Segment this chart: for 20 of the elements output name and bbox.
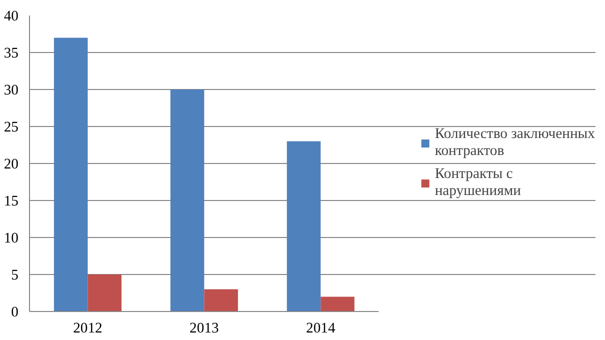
x-tick-label: 2012	[73, 320, 102, 336]
bar	[320, 296, 354, 312]
bar	[286, 141, 321, 312]
legend-label: Количество заключенных контрактов	[434, 126, 595, 160]
x-tick-label: 2013	[190, 320, 219, 336]
bar	[88, 274, 122, 312]
bar	[54, 38, 88, 312]
y-tick-label: 25	[4, 120, 18, 136]
y-tick-label: 0	[11, 304, 18, 320]
y-tick-label: 40	[4, 8, 18, 24]
y-tick-label: 10	[4, 230, 18, 246]
y-tick-label: 5	[11, 268, 18, 284]
y-tick-label: 35	[4, 46, 18, 62]
y-tick-label: 15	[4, 194, 18, 210]
y-tick-label: 20	[4, 156, 18, 172]
legend-label: Контракты с нарушениями	[434, 166, 521, 200]
bar	[204, 289, 238, 312]
x-tick-label: 2014	[306, 320, 336, 336]
y-tick-label: 30	[4, 82, 18, 98]
bar	[170, 90, 204, 312]
